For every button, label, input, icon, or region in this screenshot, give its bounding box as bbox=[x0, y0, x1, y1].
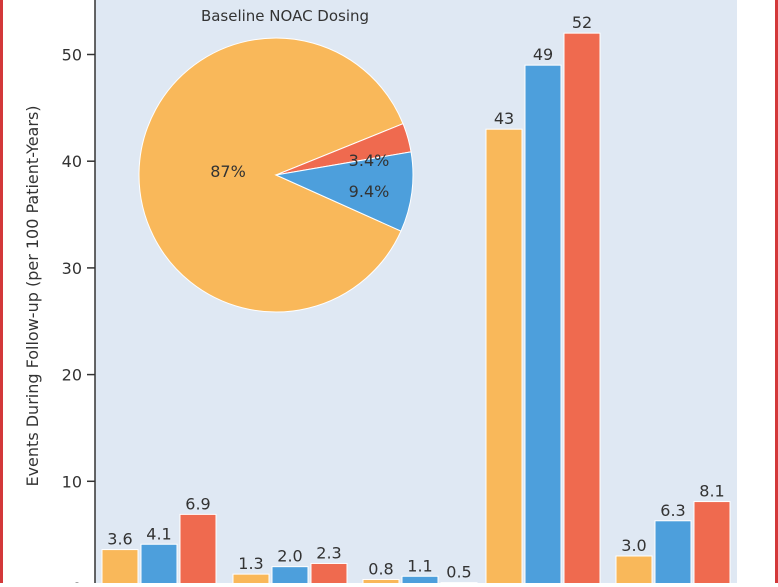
bar bbox=[402, 576, 438, 583]
pie-title: Baseline NOAC Dosing bbox=[201, 7, 369, 25]
bar-value-label: 4.1 bbox=[146, 524, 171, 543]
bar bbox=[486, 129, 522, 583]
bar-value-label: 2.3 bbox=[316, 543, 341, 562]
bar-value-label: 6.3 bbox=[660, 501, 685, 520]
bar-value-label: 52 bbox=[572, 13, 592, 32]
bar-value-label: 1.3 bbox=[238, 554, 263, 573]
bar bbox=[655, 521, 691, 583]
pie-slice-label: 9.4% bbox=[349, 182, 390, 201]
y-tick-label: 0 bbox=[72, 579, 82, 583]
bar-value-label: 8.1 bbox=[699, 482, 724, 501]
bar-value-label: 49 bbox=[533, 45, 553, 64]
bar bbox=[694, 502, 730, 583]
bar bbox=[141, 544, 177, 583]
bar-value-label: 0.8 bbox=[368, 559, 393, 578]
bar-value-label: 6.9 bbox=[185, 494, 210, 513]
bar-value-label: 3.6 bbox=[107, 530, 132, 549]
pie-slice-label: 87% bbox=[210, 162, 246, 181]
bar-value-label: 2.0 bbox=[277, 547, 302, 566]
bar bbox=[525, 65, 561, 583]
bar-value-label: 1.1 bbox=[407, 556, 432, 575]
bar bbox=[272, 567, 308, 583]
bar bbox=[363, 579, 399, 583]
frame-border-left bbox=[0, 0, 3, 583]
y-tick-label: 50 bbox=[62, 46, 82, 65]
bar bbox=[233, 574, 269, 583]
bar bbox=[102, 550, 138, 583]
pie-slice-label: 3.4% bbox=[349, 151, 390, 170]
y-tick-label: 30 bbox=[62, 259, 82, 278]
y-tick-label: 10 bbox=[62, 472, 82, 491]
y-axis: 0 10 20 30 40 50 bbox=[62, 0, 95, 583]
y-tick-label: 20 bbox=[62, 366, 82, 385]
y-tick-label: 40 bbox=[62, 152, 82, 171]
bar bbox=[311, 563, 347, 583]
bar-value-label: 43 bbox=[494, 109, 514, 128]
bar bbox=[616, 556, 652, 583]
bar bbox=[180, 514, 216, 583]
bar bbox=[564, 33, 600, 583]
bar-value-label: 3.0 bbox=[621, 536, 646, 555]
y-axis-label: Events During Follow-up (per 100 Patient… bbox=[23, 105, 42, 486]
bar-value-label: 0.5 bbox=[446, 563, 471, 582]
